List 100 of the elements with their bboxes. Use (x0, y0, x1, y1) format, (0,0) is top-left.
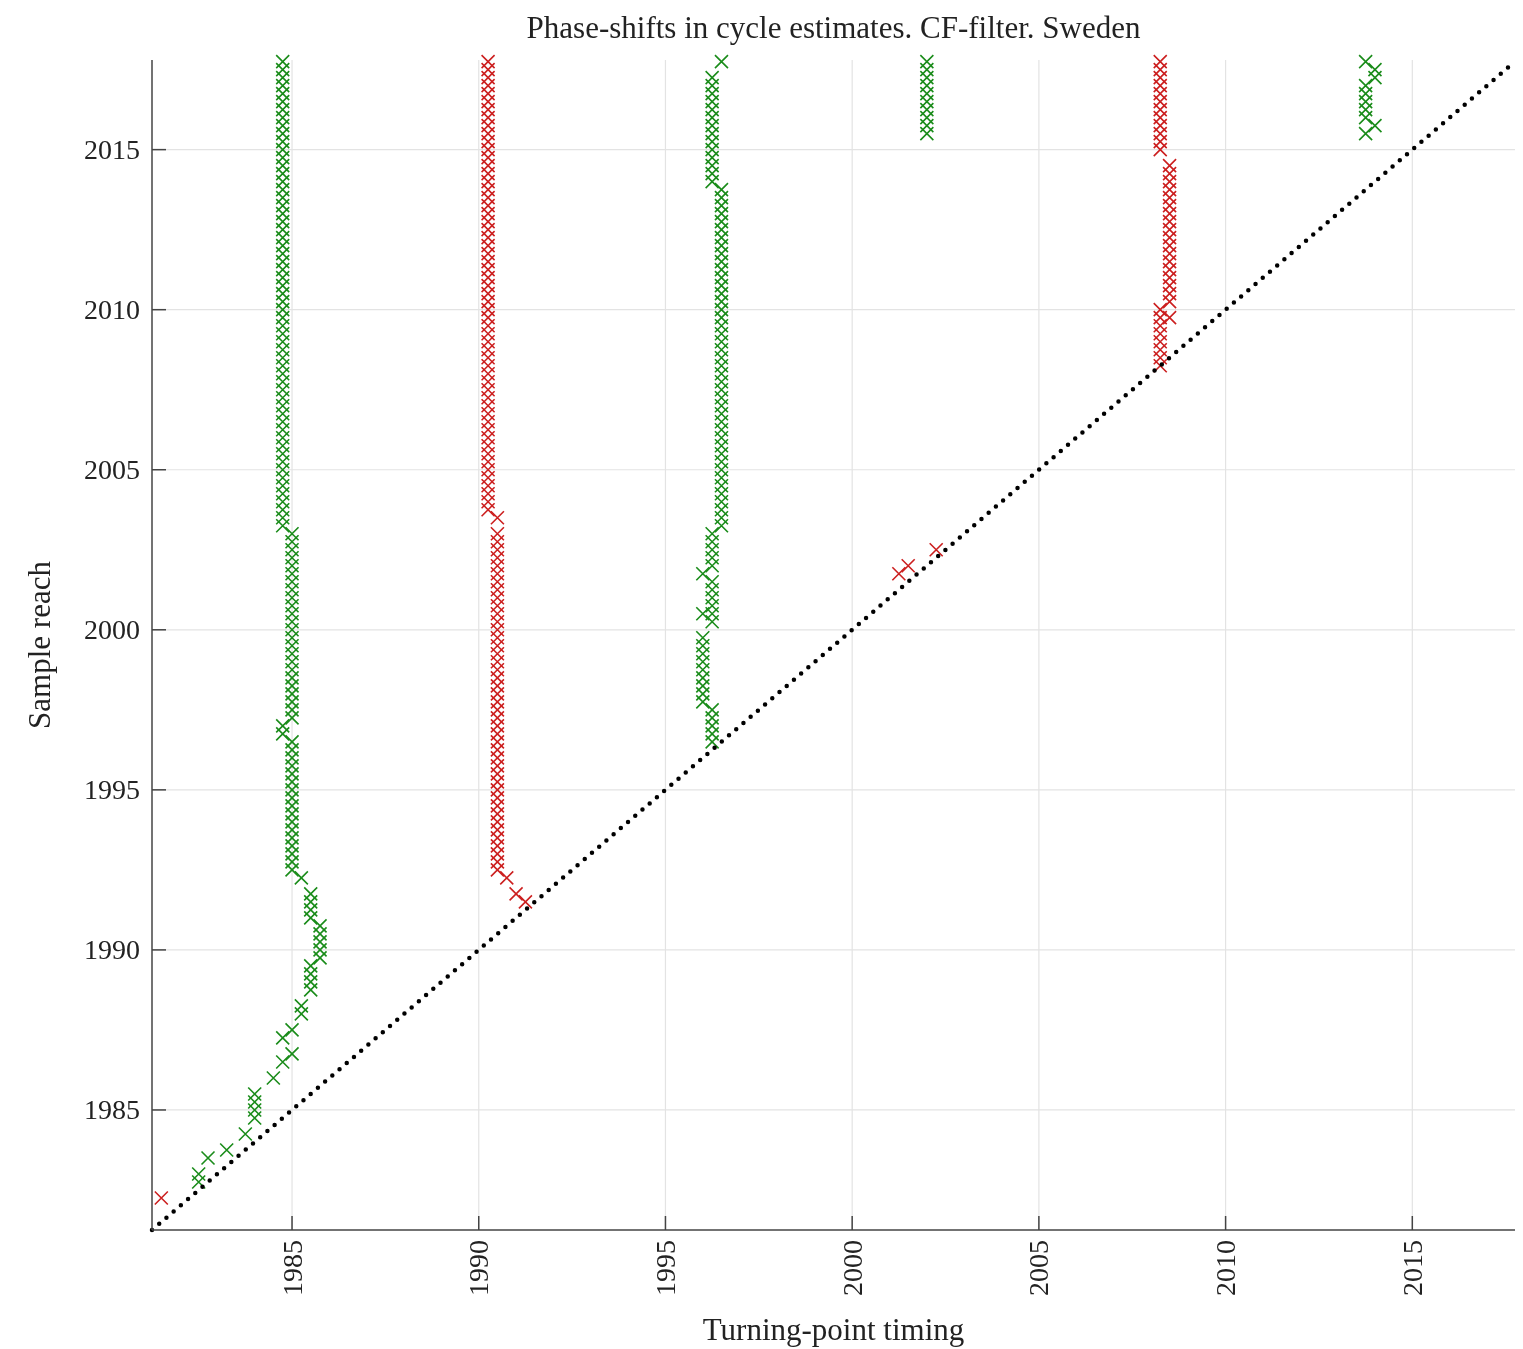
point (480, 294, 496, 309)
point (480, 174, 496, 189)
point (1152, 70, 1168, 85)
point (714, 350, 729, 365)
point (480, 238, 496, 253)
point (714, 278, 729, 293)
point (714, 286, 729, 301)
point (480, 486, 496, 502)
point (704, 558, 720, 574)
point (275, 430, 290, 446)
point (1162, 206, 1177, 221)
point (714, 374, 729, 390)
y-tick-label: 2000 (84, 614, 140, 646)
point (275, 718, 290, 734)
point (714, 438, 729, 454)
point (284, 798, 300, 814)
point (490, 550, 505, 566)
point (275, 102, 290, 117)
point (714, 454, 729, 470)
point (275, 390, 290, 406)
point (1162, 254, 1177, 269)
point (695, 686, 711, 702)
point (919, 86, 935, 101)
point (480, 206, 496, 221)
point (275, 262, 290, 277)
point (284, 654, 300, 670)
point (695, 662, 711, 678)
point (490, 630, 505, 646)
point (284, 822, 300, 838)
point (480, 190, 496, 205)
point (312, 950, 328, 966)
point (919, 118, 935, 133)
point (1162, 182, 1177, 197)
point (704, 126, 720, 141)
point (275, 446, 290, 462)
y-tick-label: 1990 (84, 934, 140, 966)
point (284, 678, 300, 694)
point (704, 726, 720, 742)
point (1358, 86, 1373, 101)
point (490, 742, 505, 758)
point (1367, 70, 1383, 85)
point (490, 614, 505, 630)
point (284, 686, 300, 702)
point (490, 582, 505, 598)
point (284, 1046, 300, 1062)
point (714, 230, 729, 245)
point (1162, 310, 1177, 325)
point (275, 166, 290, 181)
point (480, 230, 496, 245)
point (919, 62, 935, 77)
point (490, 678, 505, 694)
point (490, 854, 505, 870)
x-tick-label: 1990 (463, 1240, 495, 1296)
point (303, 982, 319, 998)
point (480, 142, 496, 157)
point (1152, 110, 1168, 125)
point (480, 134, 496, 149)
point (490, 862, 505, 878)
point (490, 846, 505, 862)
point (714, 518, 729, 534)
point (704, 542, 720, 558)
point (490, 542, 505, 558)
point (275, 222, 290, 237)
point (714, 222, 729, 237)
point (1162, 222, 1177, 237)
point (704, 534, 720, 550)
point (704, 110, 720, 125)
point (191, 1174, 206, 1190)
point (1152, 78, 1168, 93)
point (480, 430, 496, 446)
point (490, 822, 505, 838)
point (284, 694, 300, 710)
point (490, 534, 505, 550)
point (704, 166, 720, 181)
point (312, 934, 328, 950)
point (490, 646, 505, 662)
point (284, 782, 300, 798)
point (480, 94, 496, 109)
point (284, 742, 300, 758)
point (303, 958, 319, 974)
point (275, 1054, 290, 1070)
point (480, 454, 496, 470)
point (480, 78, 496, 93)
point (275, 422, 290, 438)
x-tick-label: 1985 (276, 1240, 308, 1296)
point (1358, 126, 1373, 141)
point (480, 102, 496, 117)
point (490, 830, 505, 846)
point (312, 942, 328, 958)
point (714, 422, 729, 438)
point (284, 670, 300, 686)
point (275, 182, 290, 197)
point (714, 206, 729, 221)
point (490, 590, 505, 606)
point (695, 654, 711, 670)
point (490, 622, 505, 638)
point (284, 838, 300, 854)
point (275, 254, 290, 269)
point (1152, 326, 1168, 341)
point (284, 630, 300, 646)
